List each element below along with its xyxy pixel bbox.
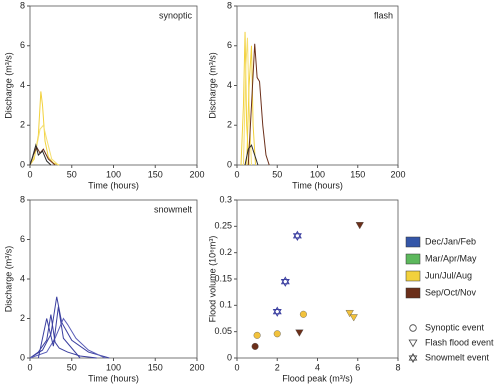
y-tick-label: 0: [227, 159, 232, 169]
legend-label: Flash flood event: [425, 337, 494, 347]
y-tick-label: 0.1: [219, 300, 232, 310]
point: [253, 331, 261, 339]
x-tick-label: 2: [275, 362, 280, 372]
hydrograph: [247, 43, 270, 166]
x-axis-label: Flood peak (m³/s): [282, 373, 353, 383]
y-tick-label: 0: [227, 352, 232, 362]
legend-label: Snowmelt event: [425, 352, 490, 362]
legend-marker: [408, 352, 418, 364]
y-tick-label: 4: [227, 80, 232, 90]
point: [295, 329, 304, 337]
y-tick-label: 0.15: [214, 273, 232, 283]
x-tick-label: 150: [350, 169, 365, 179]
x-tick-label: 200: [189, 169, 204, 179]
legend-swatch: [405, 236, 421, 248]
panel-title: synoptic: [159, 10, 193, 20]
point: [349, 314, 358, 322]
x-tick-label: 8: [395, 362, 400, 372]
point: [292, 230, 302, 242]
hydrograph: [29, 314, 97, 359]
y-tick-label: 0: [20, 159, 25, 169]
legend-swatch: [405, 287, 421, 299]
legend-label: Jun/Jul/Aug: [425, 270, 472, 280]
y-tick-label: 6: [20, 40, 25, 50]
y-tick-label: 6: [20, 234, 25, 244]
y-tick-label: 0: [20, 352, 25, 362]
hydrograph: [29, 317, 106, 359]
x-tick-label: 100: [106, 362, 121, 372]
panel-title: snowmelt: [154, 204, 193, 214]
legend-label: Sep/Oct/Nov: [425, 287, 477, 297]
point: [251, 342, 259, 350]
point: [299, 310, 307, 318]
legend-label: Mar/Apr/May: [425, 253, 477, 263]
hydrograph: [37, 306, 81, 359]
x-axis-label: Time (hours): [88, 373, 139, 383]
point: [280, 276, 290, 287]
point: [273, 330, 281, 338]
y-tick-label: 8: [20, 194, 25, 204]
y-tick-label: 4: [20, 273, 25, 283]
hydrograph: [246, 45, 257, 166]
hydrograph: [242, 37, 252, 166]
x-tick-label: 0: [234, 362, 239, 372]
hydrograph: [29, 124, 59, 166]
x-axis-label: Time (hours): [88, 180, 139, 190]
x-tick-label: 6: [355, 362, 360, 372]
x-tick-label: 50: [67, 169, 77, 179]
x-tick-label: 0: [27, 169, 32, 179]
y-tick-label: 0.05: [214, 326, 232, 336]
panel-title: flash: [374, 10, 393, 20]
x-tick-label: 50: [67, 362, 77, 372]
point: [345, 310, 354, 318]
y-axis-label: Discharge (m³/s): [207, 52, 217, 119]
legend-marker: [409, 324, 417, 332]
y-tick-label: 0.2: [219, 247, 232, 257]
y-axis-label: Discharge (m³/s): [3, 246, 13, 313]
plot-frame: [236, 5, 399, 166]
x-tick-label: 150: [148, 169, 163, 179]
hydrograph: [29, 91, 60, 166]
legend-marker: [408, 339, 418, 348]
x-tick-label: 200: [390, 169, 405, 179]
x-axis-label: Time (hours): [292, 180, 343, 190]
y-axis-label: Flood volume (10⁶m³): [207, 236, 217, 323]
y-tick-label: 8: [227, 0, 232, 10]
hydrograph: [29, 143, 52, 166]
x-tick-label: 0: [234, 169, 239, 179]
point: [355, 222, 364, 230]
y-tick-label: 2: [227, 120, 232, 130]
x-tick-label: 0: [27, 362, 32, 372]
x-tick-label: 4: [315, 362, 320, 372]
legend-swatch: [405, 270, 421, 282]
y-axis-label: Discharge (m³/s): [3, 52, 13, 119]
point: [272, 306, 282, 317]
plot-frame: [236, 199, 399, 359]
hydrograph: [244, 144, 259, 166]
y-tick-label: 6: [227, 40, 232, 50]
legend-label: Dec/Jan/Feb: [425, 236, 476, 246]
legend-label: Synoptic event: [425, 322, 485, 332]
y-tick-label: 4: [20, 80, 25, 90]
x-tick-label: 100: [310, 169, 325, 179]
y-tick-label: 2: [20, 120, 25, 130]
plot-frame: [29, 5, 198, 166]
x-tick-label: 150: [148, 362, 163, 372]
y-tick-label: 2: [20, 313, 25, 323]
legend-swatch: [405, 253, 421, 265]
x-tick-label: 200: [189, 362, 204, 372]
y-tick-label: 0.25: [214, 221, 232, 231]
y-tick-label: 0.3: [219, 194, 232, 204]
y-tick-label: 8: [20, 0, 25, 10]
x-tick-label: 50: [272, 169, 282, 179]
x-tick-label: 100: [106, 169, 121, 179]
